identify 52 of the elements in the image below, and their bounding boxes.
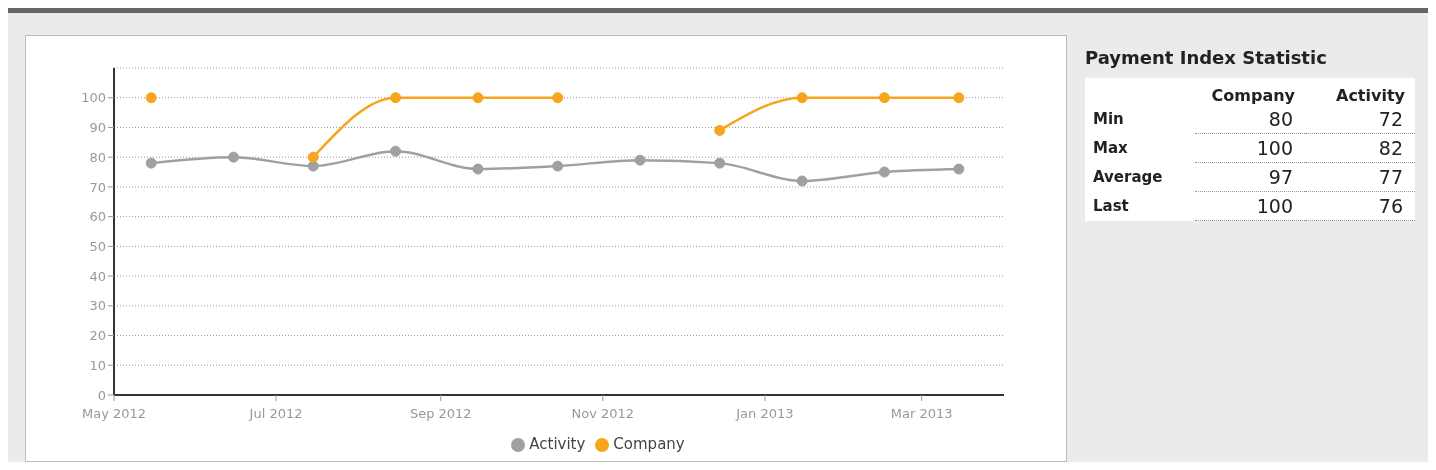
point	[390, 145, 402, 157]
data-label: 72	[1305, 105, 1415, 134]
point	[228, 151, 240, 163]
point	[145, 92, 157, 104]
point	[953, 92, 965, 104]
point	[878, 92, 890, 104]
y-tick-label: 30	[89, 298, 106, 314]
y-tick-label: Max	[1092, 138, 1129, 159]
point	[472, 92, 484, 104]
data-label: 80	[1195, 105, 1305, 134]
data-label: 100	[1195, 191, 1305, 221]
data-label: 100	[1195, 133, 1305, 163]
data-label: 82	[1305, 133, 1415, 163]
legend-label: Company	[613, 435, 685, 453]
y-tick-label: 0	[97, 387, 106, 403]
y-tick-label: Last	[1092, 196, 1130, 217]
point	[796, 175, 808, 187]
point	[714, 124, 726, 136]
y-tick-label: 50	[89, 238, 106, 254]
x-tick-label: May 2012	[81, 406, 147, 422]
point	[145, 157, 157, 169]
point	[390, 92, 402, 104]
x-tick-label: Nov 2012	[571, 406, 635, 422]
point	[472, 163, 484, 175]
y-tick-label: 10	[89, 357, 106, 373]
x-tick-label: Jan 2013	[735, 406, 794, 422]
data-label: 77	[1305, 162, 1415, 192]
y-tick-label: 20	[89, 328, 106, 344]
y-tick-label: 60	[89, 209, 106, 225]
point	[796, 92, 808, 104]
x-tick-label: Jul 2012	[248, 406, 303, 422]
point	[307, 160, 319, 172]
point	[878, 166, 890, 178]
data-label: 97	[1195, 162, 1305, 192]
data-label: 76	[1305, 191, 1415, 221]
y-tick-label: 90	[89, 120, 106, 136]
point	[953, 163, 965, 175]
chart-title: Payment Index Statistic	[1085, 47, 1328, 68]
x-tick-label: Sep 2012	[409, 406, 472, 422]
point	[307, 151, 319, 163]
y-tick-label: 70	[89, 179, 106, 195]
y-tick-label: 40	[89, 268, 106, 284]
y-tick-label: 100	[81, 90, 106, 106]
point	[552, 160, 564, 172]
y-tick-label: 80	[89, 149, 106, 165]
x-tick-label: Mar 2013	[890, 406, 953, 422]
point	[552, 92, 564, 104]
point	[714, 157, 726, 169]
y-tick-label: Min	[1092, 109, 1125, 131]
y-tick-label: Average	[1092, 167, 1164, 188]
point	[634, 154, 646, 166]
legend-label: Activity	[529, 435, 586, 453]
